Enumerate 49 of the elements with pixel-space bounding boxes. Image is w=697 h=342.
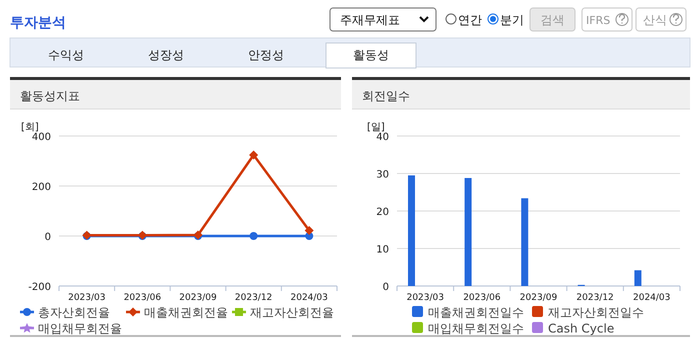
x-tick-label: 2023/12 xyxy=(576,293,614,303)
legend-label: Cash Cycle xyxy=(548,322,614,336)
legend-label: 매출채권회전율 xyxy=(144,306,228,320)
x-tick-label: 2023/03 xyxy=(68,293,106,303)
text: 활동성 xyxy=(353,48,389,62)
x-tick-label: 2023/09 xyxy=(520,293,558,303)
text: 성장성 xyxy=(148,48,184,62)
bar xyxy=(521,198,528,286)
y-tick-label: 40 xyxy=(376,132,389,143)
legend-label: 재고자산회전일수 xyxy=(548,306,644,320)
point xyxy=(304,226,314,235)
x-tick-label: 2023/09 xyxy=(179,293,217,303)
text: 산식 xyxy=(643,13,667,27)
legend-label: 총자산회전율 xyxy=(38,306,110,320)
point xyxy=(250,232,258,240)
x-tick-label: 2023/12 xyxy=(234,293,272,303)
point xyxy=(249,150,258,160)
text: 투자분석 xyxy=(10,15,66,31)
legend-label: 재고자산회전율 xyxy=(250,306,334,320)
y-tick-label: 400 xyxy=(32,132,51,143)
y-tick-label: 30 xyxy=(376,170,389,180)
x-tick-label: 2023/06 xyxy=(124,293,162,303)
text: 연간 xyxy=(458,13,482,27)
y-tick-label: 0 xyxy=(382,282,389,293)
bar xyxy=(634,270,642,286)
y-tick-label: -200 xyxy=(28,282,51,293)
text: 안정성 xyxy=(248,48,284,62)
text: 검색 xyxy=(540,13,564,27)
text: 분기 xyxy=(500,13,524,27)
chart-title: 회전일수 xyxy=(362,89,410,103)
text: 수익성 xyxy=(48,48,84,62)
y-tick-label: 0 xyxy=(44,232,51,243)
bar xyxy=(408,175,415,286)
x-tick-label: 2024/03 xyxy=(633,293,670,303)
legend-label: 매입채무회전일수 xyxy=(428,322,524,336)
x-tick-label: 2024/03 xyxy=(290,293,328,303)
bar xyxy=(464,178,472,286)
y-axis-title: [회] xyxy=(21,122,39,133)
x-tick-label: 2023/06 xyxy=(463,293,501,303)
text: IFRS xyxy=(586,14,610,27)
legend-label: 매입채무회전율 xyxy=(38,322,122,336)
y-tick-label: 200 xyxy=(32,182,51,193)
text: 주재무제표 xyxy=(340,13,400,27)
y-axis-title: [일] xyxy=(367,122,385,133)
legend-label: 매출채권회전일수 xyxy=(428,306,524,320)
chart-title: 활동성지표 xyxy=(20,89,80,103)
y-tick-label: 20 xyxy=(376,207,389,218)
y-tick-label: 10 xyxy=(376,244,389,256)
x-tick-label: 2023/03 xyxy=(406,293,444,303)
